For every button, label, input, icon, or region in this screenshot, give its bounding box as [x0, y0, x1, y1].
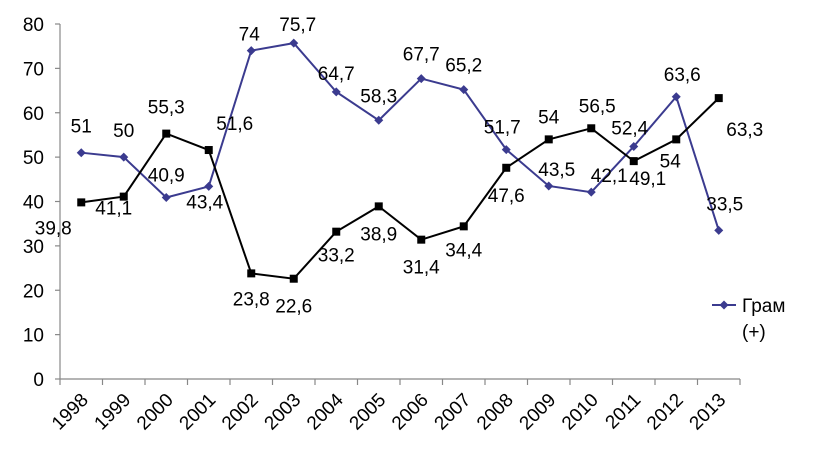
series-1-point-1999	[119, 152, 129, 162]
series-2-point-2007	[459, 222, 468, 231]
series-1-point-2007	[459, 85, 469, 95]
series-1-label-1998: 51	[71, 117, 92, 138]
series-1-point-2010	[586, 187, 596, 197]
series-2-label-2008: 47,6	[488, 186, 525, 207]
series-2-label-2012: 54	[660, 151, 682, 172]
series-2-label-2002: 23,8	[233, 289, 270, 310]
x-tick-label-2009: 2009	[516, 390, 561, 435]
x-tick-label-2000: 2000	[133, 390, 178, 435]
series-1-point-2005	[374, 115, 384, 125]
series-2-point-2009	[544, 135, 553, 144]
legend-label: Грам (+)	[742, 296, 785, 343]
x-tick-label-2013: 2013	[686, 390, 731, 435]
series-1-label-2005: 58,3	[360, 86, 397, 107]
series-1-point-2011	[629, 141, 639, 151]
x-tick-label-2006: 2006	[388, 390, 433, 435]
series-1-label-2011: 52,4	[611, 118, 648, 139]
series-2-point-2013	[714, 94, 723, 103]
series-1-label-2006: 67,7	[403, 45, 440, 66]
x-tick-label-2004: 2004	[303, 389, 348, 434]
series-1-label-2002: 74	[239, 25, 261, 46]
x-tick-label-2011: 2011	[602, 390, 646, 434]
series-2-label-2006: 31,4	[403, 258, 440, 279]
series-1-point-2000	[161, 193, 171, 203]
x-tick-label-2005: 2005	[346, 390, 391, 435]
series-1-point-2004	[331, 87, 341, 97]
series-2-label-2013: 63,3	[726, 120, 763, 141]
y-tick-label-30: 30	[23, 237, 44, 258]
series-1-point-2001	[204, 181, 214, 191]
series-1-point-2013	[714, 225, 724, 235]
series-1-point-1998	[76, 148, 86, 158]
x-tick-label-2001: 2001	[176, 390, 221, 435]
series-1-label-2013: 33,5	[706, 194, 743, 215]
series-2-label-2000: 55,3	[148, 98, 185, 119]
x-tick-label-2007: 2007	[431, 390, 476, 435]
series-2-label-2009: 54	[538, 107, 560, 128]
x-tick-label-2010: 2010	[558, 390, 603, 435]
series-2-point-2004	[332, 227, 341, 236]
series-2-point-1999	[119, 192, 128, 201]
series-2-line	[81, 97, 720, 280]
series-1-label-2000: 40,9	[148, 166, 185, 187]
series-1-point-2009	[544, 181, 554, 191]
series-2-point-2002	[247, 269, 256, 278]
series-2-point-2005	[374, 202, 383, 211]
series-2-point-2011	[629, 157, 638, 166]
series-2-point-2003	[289, 274, 298, 283]
series-2-label-2003: 22,6	[275, 297, 312, 318]
series-2-point-2006	[417, 235, 426, 244]
y-tick-label-40: 40	[23, 193, 44, 214]
series-2-point-2010	[587, 124, 596, 133]
series-1-label-1999: 50	[113, 121, 134, 142]
y-tick-label-60: 60	[23, 104, 44, 125]
series-1-label-2008: 51,7	[484, 118, 521, 139]
series-2-label-2004: 33,2	[318, 246, 355, 267]
x-tick-label-2003: 2003	[261, 390, 306, 435]
series-1-label-2007: 65,2	[445, 56, 482, 77]
series-2-label-2001: 51,6	[216, 114, 253, 135]
series-2-label-2010: 56,5	[579, 96, 616, 117]
series-1-label-2010: 42,1	[591, 166, 628, 187]
x-tick-label-2008: 2008	[473, 390, 518, 435]
y-tick-label-70: 70	[23, 59, 44, 80]
y-tick-label-0: 0	[33, 370, 44, 391]
series-2-point-2008	[502, 163, 511, 172]
y-tick-label-20: 20	[23, 281, 44, 302]
series-1-label-2004: 64,7	[318, 64, 355, 85]
series-1-point-2008	[501, 145, 511, 155]
series-2-label-2011: 49,1	[629, 169, 666, 190]
series-2-label-2005: 38,9	[360, 224, 397, 245]
x-tick-label-1999: 1999	[91, 390, 136, 435]
x-tick-label-2012: 2012	[643, 390, 688, 435]
series-1-point-2002	[246, 46, 256, 56]
series-2-point-2000	[162, 129, 171, 138]
x-tick-label-2002: 2002	[218, 390, 263, 435]
series-2-label-1999: 41,1	[95, 199, 132, 220]
series-2-point-1998	[77, 198, 86, 207]
series-2-point-2012	[672, 135, 681, 144]
series-1-label-2001: 43,4	[186, 192, 223, 213]
series-1-point-2012	[671, 92, 681, 102]
series-1-line	[81, 41, 720, 231]
series-1-label-2012: 63,6	[664, 65, 701, 86]
series-2-label-1998: 39,8	[35, 218, 72, 239]
series-1-label-2009: 43,5	[538, 160, 575, 181]
series-1-point-2006	[416, 74, 426, 84]
y-tick-label-50: 50	[23, 148, 44, 169]
series-1-label-2003: 75,7	[279, 15, 316, 36]
series-2-label-2007: 34,4	[445, 240, 482, 261]
x-tick-label-1998: 1998	[48, 390, 93, 435]
series-2-point-2001	[204, 146, 213, 155]
y-tick-label-80: 80	[23, 15, 44, 36]
y-tick-label-10: 10	[23, 326, 44, 347]
series-1-point-2003	[289, 38, 299, 48]
legend-marker-icon	[719, 300, 729, 310]
